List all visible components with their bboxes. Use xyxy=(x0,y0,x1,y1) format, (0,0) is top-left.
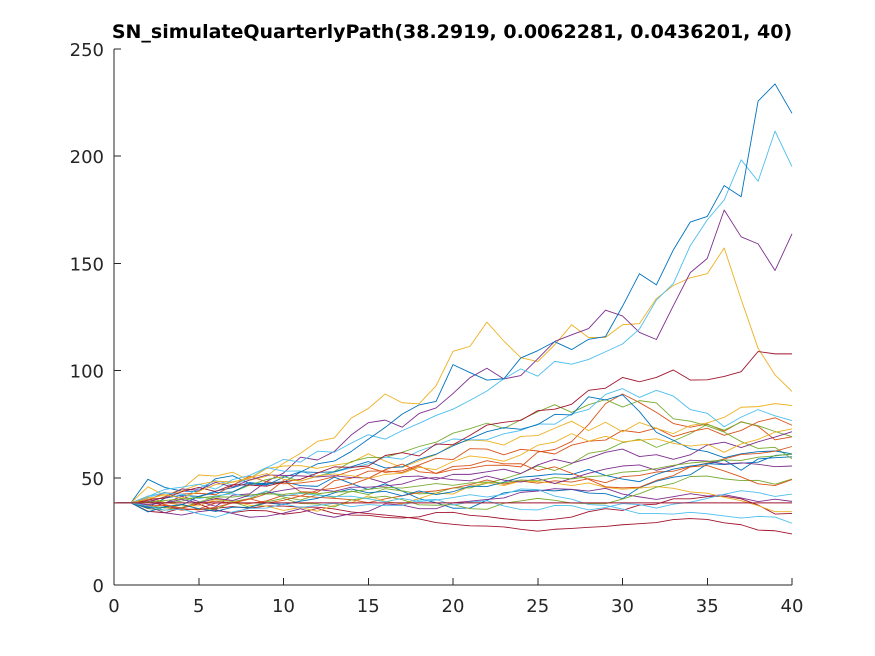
series-line-15 xyxy=(113,394,793,509)
y-tick-label: 0 xyxy=(93,576,104,597)
x-tick-label: 30 xyxy=(611,596,634,617)
x-tick-label: 35 xyxy=(696,596,719,617)
series-line-17 xyxy=(113,480,792,513)
x-tick-label: 10 xyxy=(272,596,295,617)
series-line-23 xyxy=(113,460,793,511)
series-line-9 xyxy=(113,417,793,504)
x-tick-label: 40 xyxy=(781,596,804,617)
x-tick-label: 0 xyxy=(108,596,119,617)
series-line-8 xyxy=(113,83,793,508)
series-line-24 xyxy=(113,428,793,504)
series-line-4 xyxy=(113,209,793,507)
series-line-26 xyxy=(113,453,793,504)
chart-title: SN_simulateQuarterlyPath(38.2919, 0.0062… xyxy=(112,21,792,43)
series-line-20 xyxy=(113,488,793,524)
series-line-14 xyxy=(113,500,793,535)
x-tick-label: 5 xyxy=(193,596,204,617)
x-tick-label: 15 xyxy=(357,596,380,617)
series-line-6 xyxy=(113,130,793,504)
x-tick-label: 25 xyxy=(526,596,549,617)
y-tick-label: 150 xyxy=(70,254,104,275)
y-tick-label: 50 xyxy=(81,469,104,490)
series-line-21 xyxy=(113,351,792,504)
y-tick-label: 200 xyxy=(70,147,104,168)
x-tick-label: 20 xyxy=(442,596,465,617)
series-line-1 xyxy=(113,456,793,509)
series-line-18 xyxy=(113,431,793,504)
x-axis-ticks: 0 5 10 15 20 25 30 35 40 xyxy=(108,578,803,617)
series-line-22 xyxy=(113,453,793,513)
y-tick-label: 100 xyxy=(70,362,104,383)
y-tick-label: 250 xyxy=(70,40,104,61)
series-layer xyxy=(113,83,793,535)
series-line-3 xyxy=(113,247,793,504)
y-axis-ticks: 0 50 100 150 200 250 xyxy=(70,40,121,597)
series-line-27 xyxy=(113,490,793,518)
series-line-12 xyxy=(113,399,793,511)
